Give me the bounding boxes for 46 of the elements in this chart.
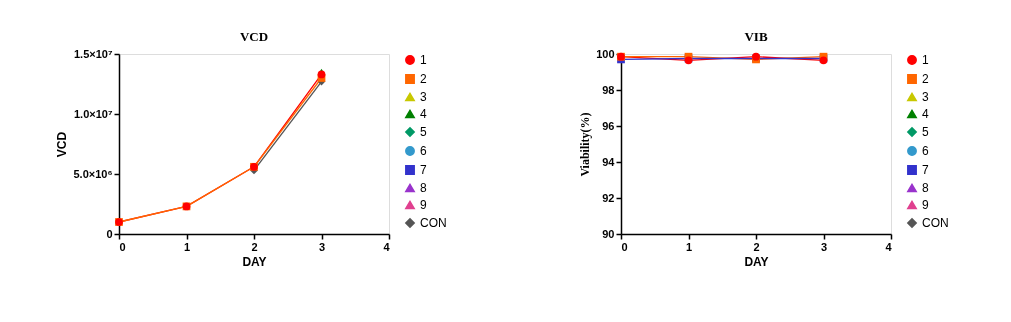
x-tick-label: 0 (119, 240, 126, 253)
y-tick-label: 96 (602, 119, 615, 132)
x-axis-title: DAY (242, 254, 267, 269)
x-tick-label: 2 (251, 240, 258, 253)
legend-label: 6 (922, 144, 929, 158)
legend-label: 6 (420, 144, 427, 158)
legend-label: 9 (420, 198, 427, 212)
legend-label: 7 (420, 163, 427, 177)
x-tick-label: 3 (820, 240, 828, 253)
legend-label: 2 (420, 72, 427, 86)
y-axis-title: Viability(%) (578, 112, 593, 177)
legend-label: 5 (922, 125, 929, 139)
x-tick-label: 1 (685, 240, 693, 253)
legend-label: 9 (922, 198, 929, 212)
chart-title: VCD (239, 29, 269, 44)
legend-label: 3 (420, 90, 427, 104)
x-tick-label: 3 (318, 240, 326, 253)
chart-title: VIB (744, 29, 768, 44)
legend-label: 4 (420, 107, 427, 121)
legend-label: 4 (922, 107, 929, 121)
y-tick-label: 1.5×10⁷ (74, 47, 113, 60)
y-tick-label: 90 (602, 227, 615, 240)
legend-label: CON (922, 216, 949, 230)
x-tick-label: 2 (753, 240, 760, 253)
y-tick-label: 1.0×10⁷ (74, 107, 113, 120)
legend-label: 2 (922, 72, 929, 86)
legend-label: 8 (922, 181, 929, 195)
y-tick-label: 5.0×10⁶ (73, 167, 113, 180)
legend-label: 3 (922, 90, 929, 104)
x-tick-label: 0 (621, 240, 628, 253)
y-tick-label: 98 (602, 83, 615, 96)
y-tick-label: 0 (106, 227, 113, 240)
legend-label: 5 (420, 125, 427, 139)
legend-label: 1 (420, 53, 427, 67)
y-tick-label: 100 (596, 47, 615, 60)
x-axis-title: DAY (744, 254, 769, 269)
y-tick-label: 94 (602, 155, 616, 168)
y-tick-label: 92 (602, 191, 615, 204)
legend-label: CON (420, 216, 447, 230)
x-tick-label: 1 (183, 240, 191, 253)
legend-label: 1 (922, 53, 929, 67)
x-tick-label: 4 (383, 240, 391, 253)
x-tick-label: 4 (885, 240, 893, 253)
y-axis-title: VCD (55, 131, 70, 158)
legend-label: 7 (922, 163, 929, 177)
legend-label: 8 (420, 181, 427, 195)
